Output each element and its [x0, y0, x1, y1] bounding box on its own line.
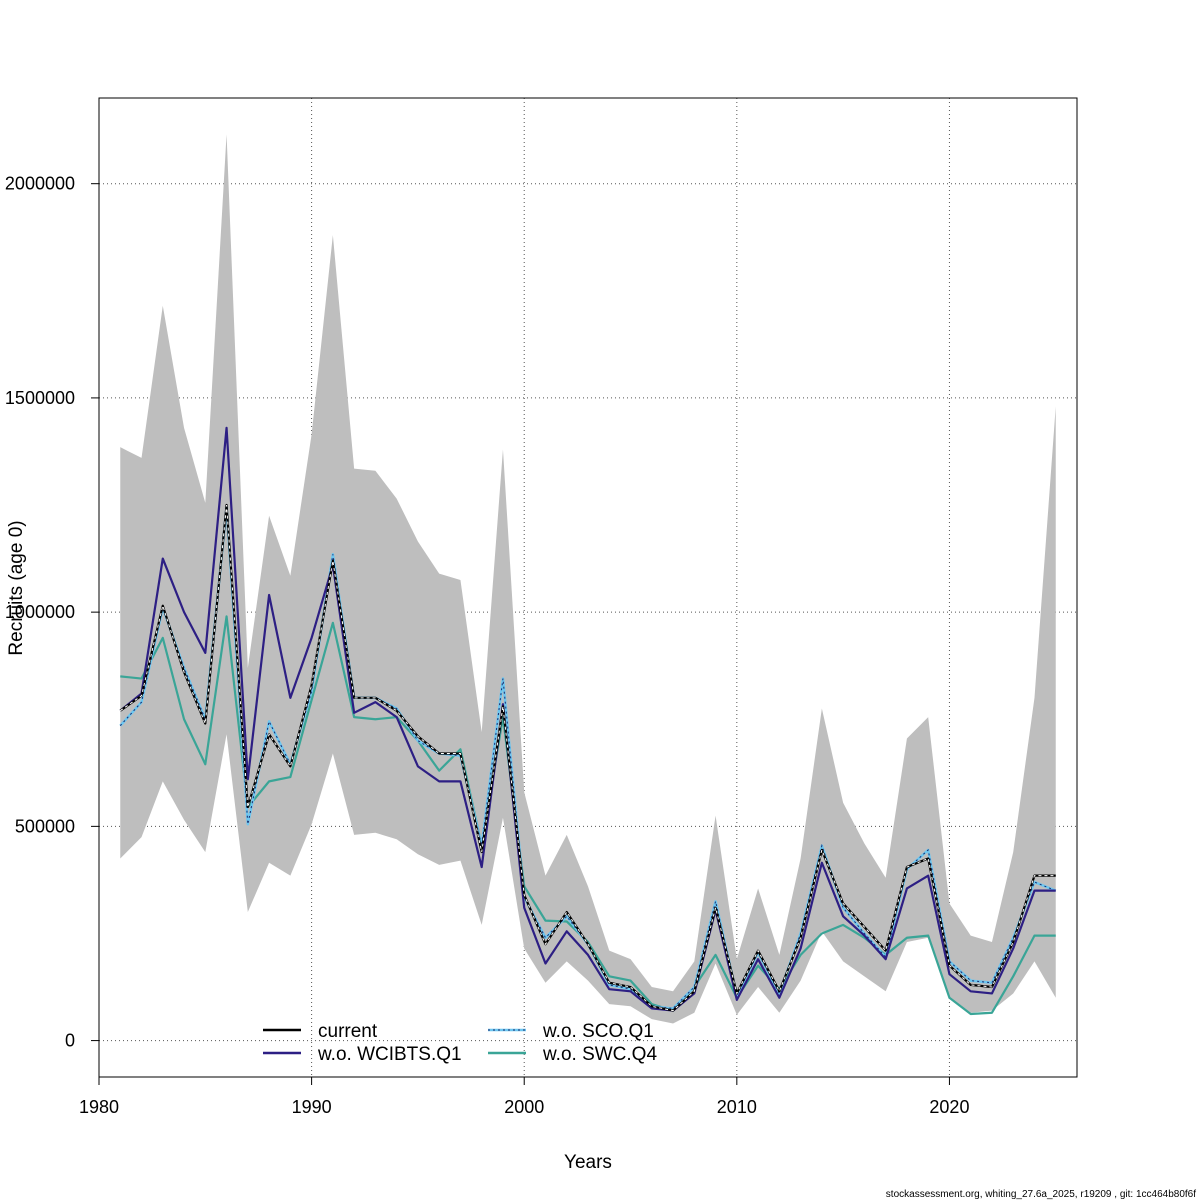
y-tick-label: 1000000 — [5, 602, 75, 622]
x-tick-label: 2010 — [717, 1097, 757, 1117]
legend-item-w-o-sco-q1: w.o. SCO.Q1 — [488, 1021, 654, 1042]
series-line-current-dash — [119, 504, 1056, 1012]
x-tick-label: 2000 — [504, 1097, 544, 1117]
y-tick-label: 1500000 — [5, 388, 75, 408]
y-tick-label: 2000000 — [5, 174, 75, 194]
x-axis: 1980 1990 2000 2010 2020 — [79, 1076, 969, 1117]
y-tick-label: 0 — [65, 1031, 75, 1051]
x-axis-label: Years — [564, 1152, 612, 1173]
legend-label: w.o. WCIBTS.Q1 — [317, 1044, 462, 1065]
x-tick-label: 1980 — [79, 1097, 119, 1117]
series-line-w-o-wcibts-q1 — [119, 426, 1056, 1012]
legend-label: current — [318, 1021, 378, 1042]
grid-lines — [98, 98, 1077, 1077]
series-line-w-o-swc-q4 — [120, 615, 1056, 1016]
legend-item-w-o-swc-q4: w.o. SWC.Q4 — [488, 1044, 657, 1065]
y-axis: 0 500000 1000000 1500000 2000000 — [5, 174, 100, 1051]
y-axis-label: Recruits (age 0) — [6, 520, 27, 655]
series-lines-layer — [119, 426, 1057, 1016]
confidence-band — [120, 134, 1056, 1024]
confidence-band-layer — [120, 134, 1056, 1024]
x-tick-label: 1990 — [292, 1097, 332, 1117]
y-tick-label: 500000 — [15, 816, 75, 836]
x-tick-label: 2020 — [929, 1097, 969, 1117]
legend-item-current: current — [263, 1021, 378, 1042]
legend-item-w-o-wcibts-q1: w.o. WCIBTS.Q1 — [263, 1044, 462, 1065]
legend-label: w.o. SWC.Q4 — [542, 1044, 657, 1065]
footer-text: stockassessment.org, whiting_27.6a_2025,… — [886, 1189, 1196, 1200]
legend-label: w.o. SCO.Q1 — [542, 1021, 654, 1042]
